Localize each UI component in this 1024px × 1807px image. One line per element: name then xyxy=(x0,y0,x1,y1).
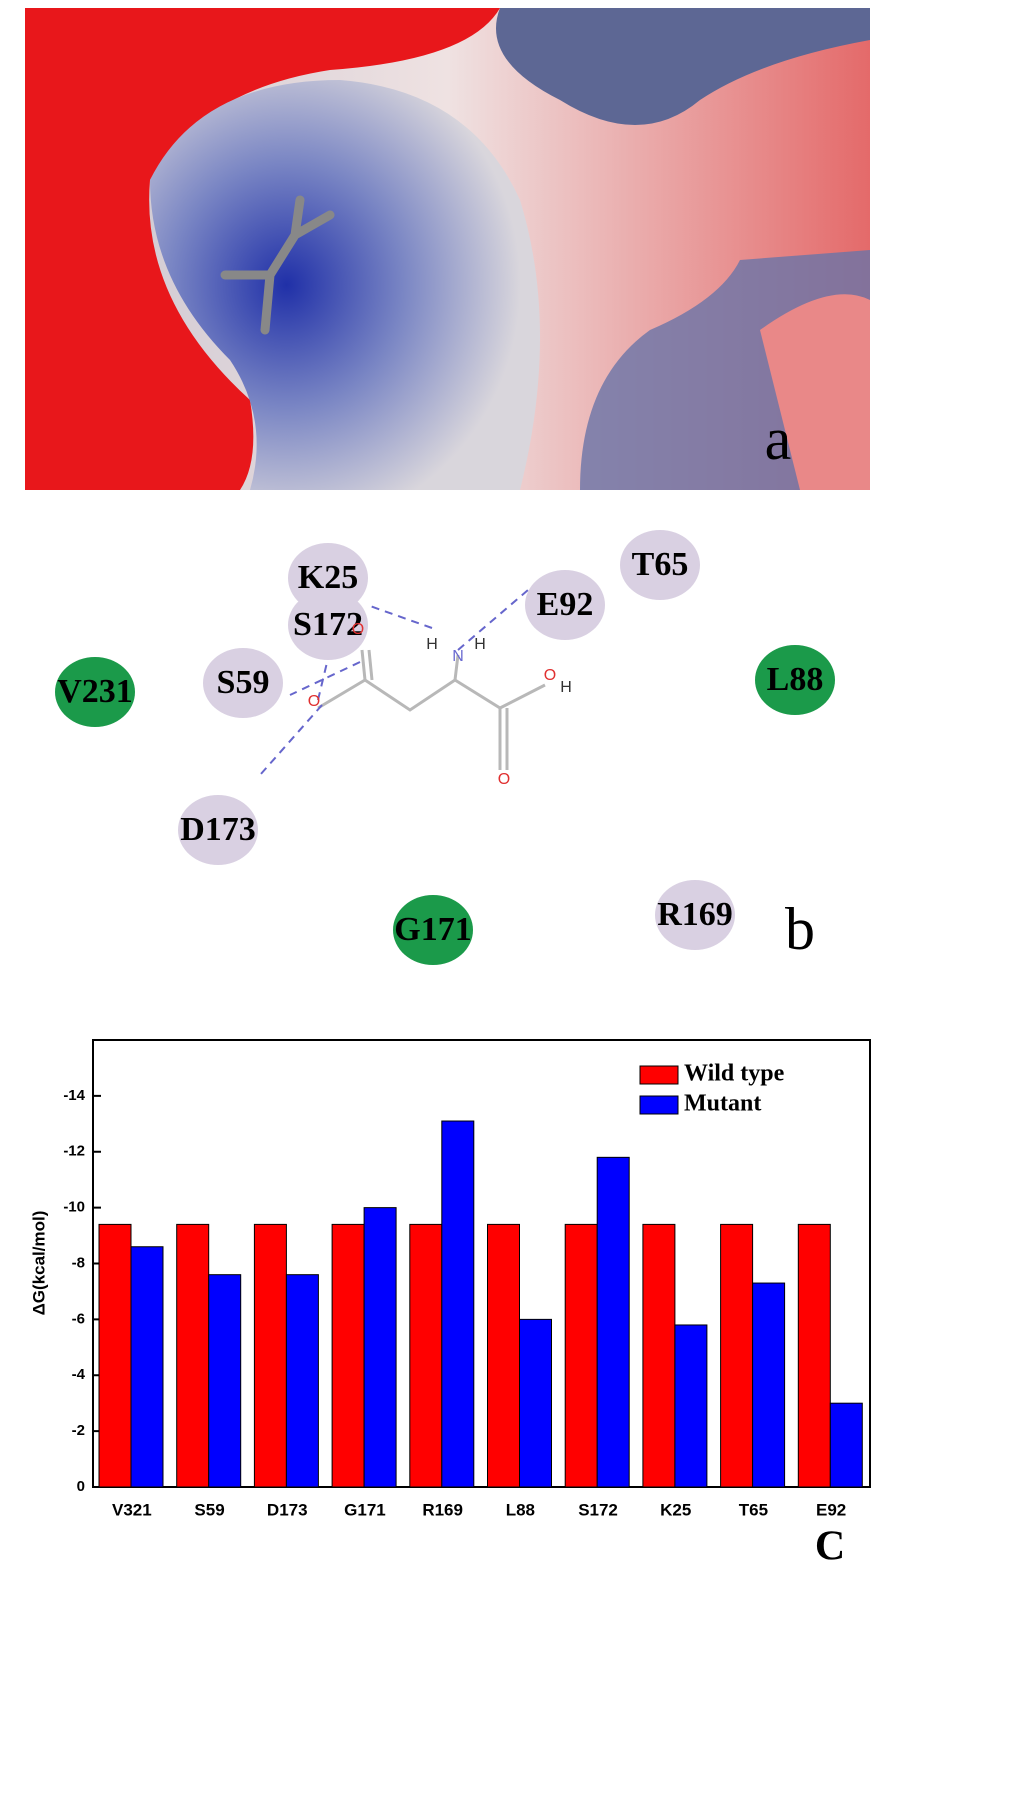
bar xyxy=(752,1282,786,1488)
bar xyxy=(331,1223,365,1488)
bar xyxy=(596,1156,630,1488)
bar xyxy=(285,1274,319,1488)
x-tick-label: K25 xyxy=(660,1500,691,1519)
y-tick-label: -4 xyxy=(72,1366,86,1383)
residue-node xyxy=(203,648,283,718)
residue-label: E92 xyxy=(537,586,594,623)
legend-swatch xyxy=(639,1095,679,1115)
bar xyxy=(564,1223,598,1488)
y-tick-label: -12 xyxy=(63,1143,85,1160)
x-tick-label: T65 xyxy=(739,1500,768,1519)
x-axis-label: C xyxy=(815,1524,845,1570)
y-axis-label: ΔG(kcal/mol) xyxy=(29,1211,48,1316)
x-tick-label: V321 xyxy=(112,1500,152,1519)
residue-label: D173 xyxy=(180,811,256,848)
residue-label: V231 xyxy=(57,673,133,710)
bar xyxy=(674,1324,708,1488)
bar xyxy=(519,1318,552,1488)
panel-label: b xyxy=(785,896,815,962)
panel-label: a xyxy=(765,406,792,472)
x-tick-label: E92 xyxy=(816,1500,846,1519)
residue-node xyxy=(55,657,135,727)
residue-node xyxy=(655,880,735,950)
atom-label: O xyxy=(308,693,320,710)
residue-node xyxy=(178,795,258,865)
y-tick-label: -8 xyxy=(72,1254,85,1271)
y-tick-label: -2 xyxy=(72,1422,85,1439)
residue-node xyxy=(620,530,700,600)
x-tick-label: L88 xyxy=(506,1500,535,1519)
bar xyxy=(176,1223,210,1488)
bar xyxy=(208,1274,242,1488)
x-tick-label: D173 xyxy=(267,1500,308,1519)
ligand xyxy=(259,589,546,776)
bar xyxy=(130,1246,164,1488)
atom-label: O xyxy=(544,667,556,684)
surface-image xyxy=(25,8,870,490)
atom-label: H xyxy=(474,636,486,653)
bar xyxy=(409,1223,443,1488)
legend-swatch xyxy=(639,1065,679,1085)
atom-label: H xyxy=(426,636,438,653)
residue-node xyxy=(288,590,368,660)
bar xyxy=(720,1223,754,1488)
y-tick-label: -10 xyxy=(63,1199,85,1216)
legend-label: Wild type xyxy=(684,1061,785,1087)
y-tick-label: 0 xyxy=(77,1478,85,1495)
y-tick-label: -6 xyxy=(72,1310,85,1327)
residue-label: R169 xyxy=(657,896,733,933)
residue-label: L88 xyxy=(767,661,824,698)
residue-label: K25 xyxy=(298,559,358,596)
x-tick-label: R169 xyxy=(422,1500,463,1519)
residue-node xyxy=(393,895,473,965)
x-tick-label: G171 xyxy=(344,1500,386,1519)
bar xyxy=(797,1223,831,1488)
bar xyxy=(487,1223,520,1488)
atom-label: H xyxy=(560,679,572,696)
atom-label: O xyxy=(498,771,510,788)
legend-label: Mutant xyxy=(684,1091,761,1117)
residue-label: S59 xyxy=(217,664,270,701)
residue-node xyxy=(525,570,605,640)
x-tick-label: S59 xyxy=(194,1500,224,1519)
bar xyxy=(98,1223,132,1488)
bar xyxy=(829,1402,863,1488)
bar xyxy=(441,1120,475,1488)
bar xyxy=(363,1207,397,1488)
bar xyxy=(642,1223,676,1488)
x-tick-label: S172 xyxy=(578,1500,618,1519)
bar xyxy=(253,1223,287,1488)
residue-label: G171 xyxy=(394,911,471,948)
residue-label: S172 xyxy=(293,606,363,643)
residue-label: T65 xyxy=(632,546,689,583)
y-tick-label: -14 xyxy=(63,1087,85,1104)
atom-label: N xyxy=(452,648,464,665)
atom-label: O xyxy=(352,621,364,638)
residue-node xyxy=(755,645,835,715)
